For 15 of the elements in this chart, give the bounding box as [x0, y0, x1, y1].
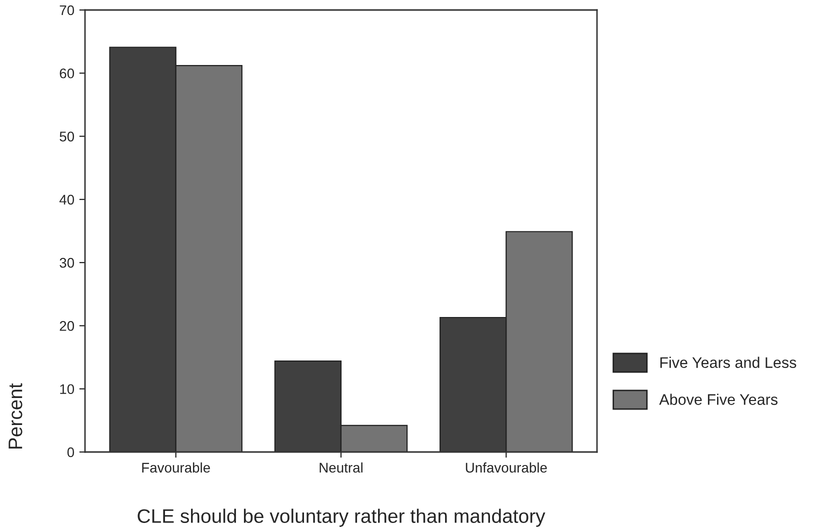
legend-label: Above Five Years	[659, 394, 778, 405]
y-tick-label: 70	[60, 5, 74, 16]
y-tick-label: 40	[59, 194, 74, 205]
legend-label: Five Years and Less	[660, 356, 796, 368]
y-tick-label: 0	[67, 447, 74, 458]
y-tick-label: 50	[60, 132, 74, 142]
y-axis-title: Percent	[8, 383, 22, 449]
y-tick-label: 60	[60, 68, 74, 78]
x-tick-label: Favourable	[142, 462, 210, 473]
y-tick-label: 30	[60, 258, 74, 268]
x-tick-label: Neutral	[320, 462, 362, 473]
y-tick-label: 10	[60, 384, 74, 394]
x-axis-title: CLE should be voluntary rather than mandatory	[138, 508, 546, 527]
y-tick-label: 20	[60, 321, 74, 331]
x-tick-label: Unfavourable	[466, 462, 547, 473]
